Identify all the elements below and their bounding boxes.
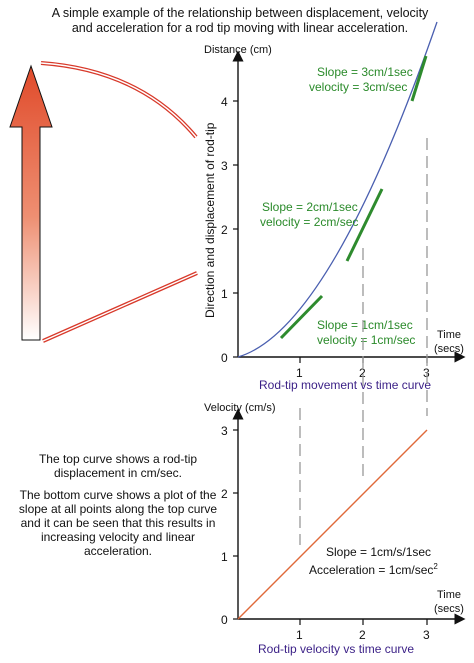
annotation-velocity-1: velocity = 1cm/sec bbox=[317, 333, 415, 347]
side-explanation: The top curve shows a rod-tip displaceme… bbox=[8, 452, 228, 566]
top-y-tick-4: 4 bbox=[221, 95, 228, 109]
annotation-slope-1: Slope = 1cm/1sec bbox=[317, 318, 413, 332]
top-y-side-label: Direction and displacement of rod-tip bbox=[203, 122, 217, 318]
bottom-x-tick-3: 3 bbox=[423, 628, 430, 642]
bottom-accel-text: Acceleration = 1cm/sec bbox=[309, 563, 433, 577]
bottom-y-tick-1: 1 bbox=[221, 550, 228, 564]
top-y-tick-3: 3 bbox=[221, 159, 228, 173]
figure-title: A simple example of the relationship bet… bbox=[51, 6, 429, 35]
annotation-slope-3: Slope = 3cm/1sec bbox=[317, 65, 413, 79]
bottom-x-tick-1: 1 bbox=[296, 628, 303, 642]
tangent-slope-1 bbox=[279, 294, 324, 340]
displacement-curve bbox=[237, 21, 438, 358]
rod-tip-arrow bbox=[9, 64, 53, 341]
velocity-line bbox=[237, 429, 428, 620]
top-y-tick-2: 2 bbox=[221, 223, 228, 237]
top-x-unit: (secs) bbox=[434, 343, 464, 355]
side-text-1: The top curve shows a rod-tip displaceme… bbox=[38, 452, 198, 480]
tangent-slope-2 bbox=[345, 188, 384, 262]
bottom-chart: Velocity (cm/s) Time (secs) 0 1 2 3 1 2 … bbox=[204, 402, 466, 656]
rod-upper bbox=[40, 61, 198, 139]
top-y-tick-1: 1 bbox=[221, 287, 228, 301]
bottom-y-tick-0: 0 bbox=[221, 613, 228, 627]
bottom-y-tick-2: 2 bbox=[221, 487, 228, 501]
bottom-y-title: Velocity (cm/s) bbox=[204, 402, 276, 414]
top-y-title: Distance (cm) bbox=[204, 44, 272, 56]
annotation-velocity-3: velocity = 3cm/sec bbox=[309, 80, 407, 94]
bottom-chart-caption: Rod-tip velocity vs time curve bbox=[258, 642, 414, 656]
bottom-accel-label: Acceleration = 1cm/sec2 bbox=[309, 562, 438, 577]
bottom-accel-superscript: 2 bbox=[433, 562, 438, 571]
tangent-slope-3 bbox=[410, 55, 428, 102]
top-x-tick-2: 2 bbox=[359, 366, 366, 380]
top-x-tick-1: 1 bbox=[296, 366, 303, 380]
top-x-title: Time bbox=[437, 329, 461, 341]
bottom-y-tick-3: 3 bbox=[221, 424, 228, 438]
annotation-velocity-2: velocity = 2cm/sec bbox=[260, 215, 358, 229]
top-y-tick-0: 0 bbox=[221, 351, 228, 365]
side-text-2: The bottom curve shows a plot of the slo… bbox=[18, 488, 218, 558]
bottom-slope-label: Slope = 1cm/s/1sec bbox=[326, 545, 431, 559]
top-chart-caption: Rod-tip movement vs time curve bbox=[259, 378, 431, 392]
bottom-x-unit: (secs) bbox=[434, 603, 464, 615]
bottom-x-title: Time bbox=[437, 589, 461, 601]
top-chart: Distance (cm) Direction and displacement… bbox=[203, 21, 466, 392]
annotation-slope-2: Slope = 2cm/1sec bbox=[262, 200, 358, 214]
bottom-x-tick-2: 2 bbox=[359, 628, 366, 642]
